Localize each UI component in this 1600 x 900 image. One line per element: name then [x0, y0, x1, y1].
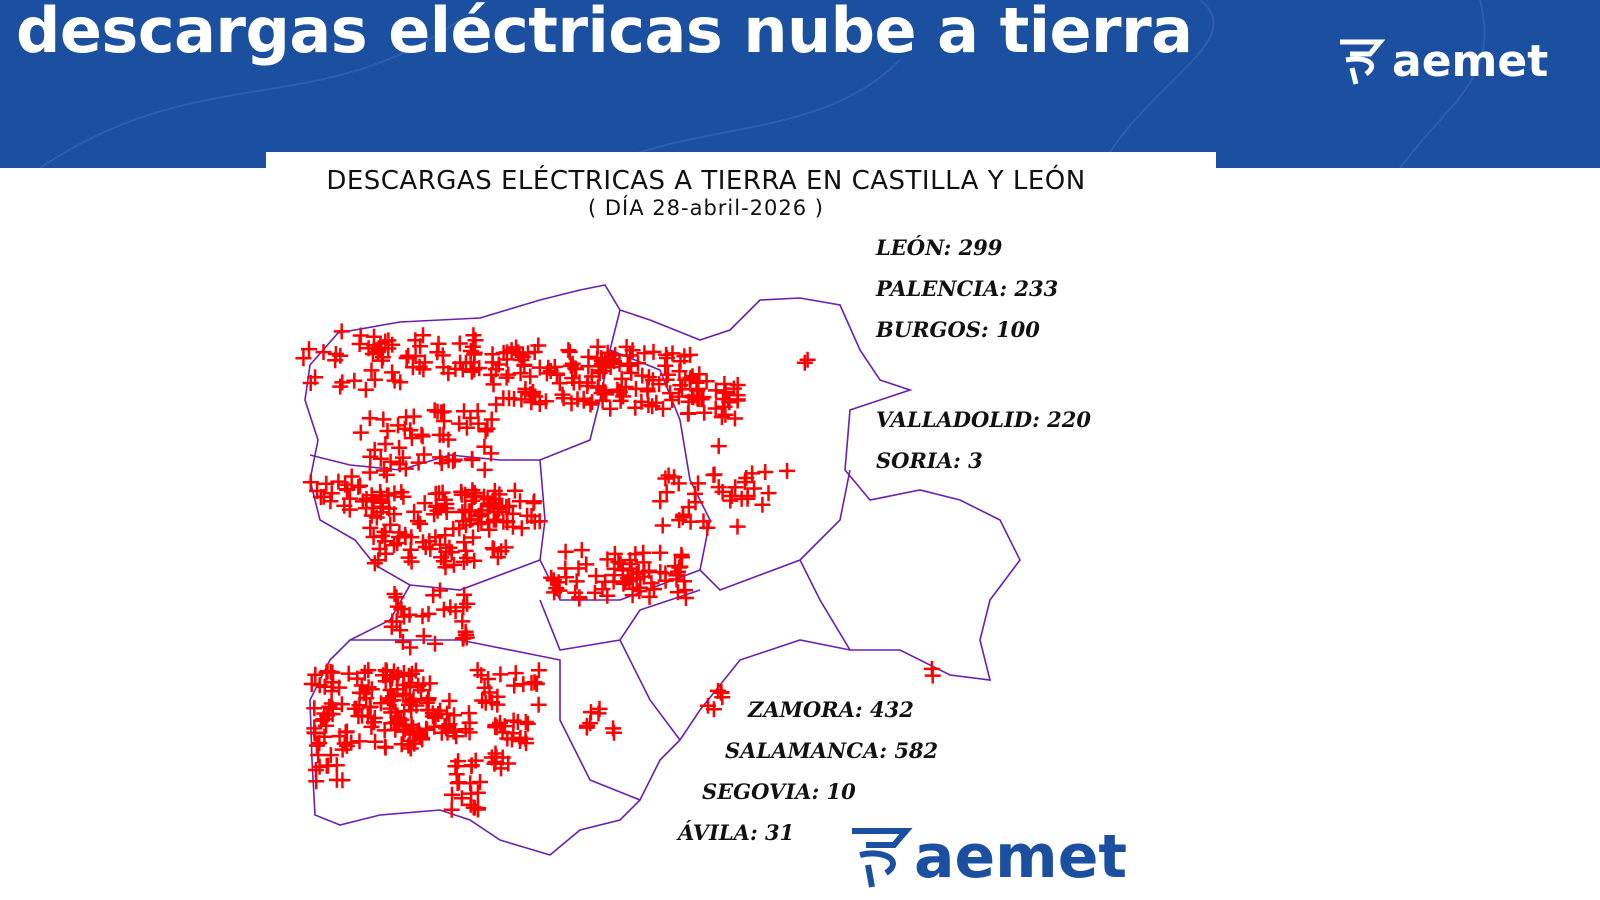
- region-outline: [304, 284, 1021, 856]
- province-border: [619, 559, 851, 741]
- province-count: SEGOVIA: 10: [702, 779, 856, 804]
- province-count: SALAMANCA: 582: [725, 738, 939, 763]
- header: descargas eléctricas nube a tierra aemet: [0, 0, 1600, 168]
- province-count: VALLADOLID: 220: [876, 407, 1091, 432]
- province-border: [309, 309, 621, 471]
- province-count: PALENCIA: 233: [876, 276, 1059, 301]
- map-subtitle: ( DÍA 28-abril-2026 ): [588, 196, 824, 220]
- page-title: descargas eléctricas nube a tierra: [16, 0, 1193, 67]
- province-count: ZAMORA: 432: [748, 697, 914, 722]
- province-count: LEÓN: 299: [876, 235, 1003, 260]
- lightning-strikes: [295, 323, 941, 818]
- province-count: BURGOS: 100: [876, 317, 1040, 342]
- header-logo: aemet: [1340, 36, 1548, 87]
- map-logo: aemet: [852, 822, 1127, 892]
- logo-text: aemet: [914, 822, 1127, 892]
- province-count: SORIA: 3: [876, 448, 983, 473]
- province-border: [350, 639, 641, 801]
- map-title: DESCARGAS ELÉCTRICAS A TIERRA EN CASTILL…: [326, 166, 1086, 196]
- logo-text: aemet: [1392, 36, 1548, 87]
- province-count: ÁVILA: 31: [678, 820, 795, 845]
